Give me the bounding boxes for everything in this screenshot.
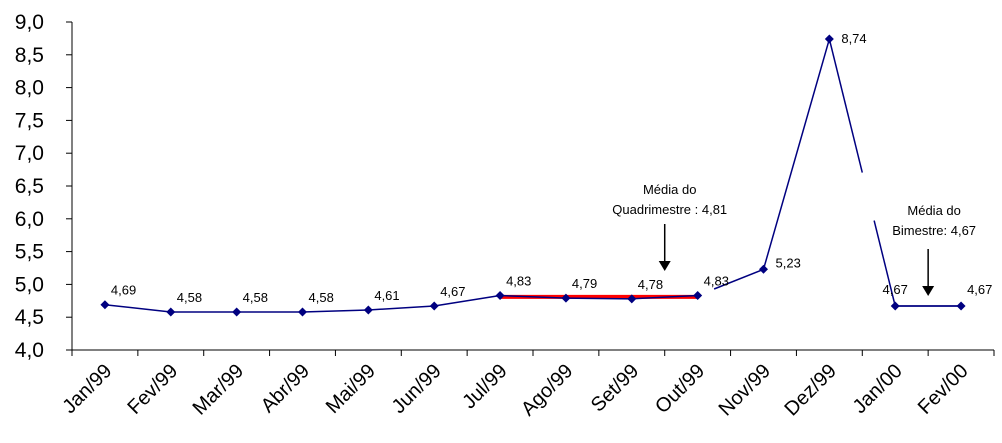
- y-tick-label: 5,0: [15, 273, 44, 296]
- series-line-segment: [828, 38, 864, 173]
- data-label: 4,78: [638, 277, 663, 292]
- data-point-marker: [561, 293, 571, 303]
- bimestre-annotation-text: Média do: [907, 203, 960, 218]
- y-tick-label: 4,0: [15, 339, 44, 362]
- series-line-segment: [368, 305, 435, 311]
- data-point-marker: [232, 307, 242, 317]
- x-tick-label: Jan/00: [849, 360, 907, 418]
- data-label: 4,61: [374, 288, 399, 303]
- data-label: 4,58: [243, 290, 268, 305]
- data-point-marker: [759, 264, 768, 274]
- y-tick-label: 4,5: [15, 306, 44, 329]
- data-label: 4,58: [177, 290, 202, 305]
- data-label: 4,69: [111, 283, 136, 298]
- y-tick-label: 7,0: [15, 142, 44, 165]
- data-label: 4,83: [704, 274, 729, 289]
- data-label: 4,67: [883, 282, 908, 297]
- data-label: 4,58: [309, 290, 334, 305]
- quadrimestre-annotation-text: Média do: [643, 182, 696, 197]
- x-tick-label: Out/99: [651, 360, 709, 418]
- quadrimestre-annotation-text: Quadrimestre : 4,81: [612, 202, 727, 217]
- data-point-marker: [298, 307, 307, 317]
- x-tick-label: Fev/99: [124, 360, 183, 419]
- data-point-marker: [100, 300, 110, 310]
- x-tick-label: Jan/99: [58, 360, 116, 418]
- x-tick-label: Dez/99: [781, 360, 841, 420]
- series-line-segment: [565, 297, 632, 300]
- bimestre-annotation-text: Bimestre: 4,67: [892, 223, 976, 238]
- y-tick-label: 6,5: [15, 175, 44, 198]
- annotation-arrow-head: [658, 261, 671, 271]
- y-tick-label: 5,5: [15, 241, 44, 264]
- data-point-marker: [495, 291, 505, 301]
- y-tick-label: 8,0: [15, 77, 44, 100]
- data-label: 4,67: [967, 282, 992, 297]
- y-tick-label: 6,0: [15, 208, 44, 231]
- x-tick-label: Jun/99: [388, 360, 446, 418]
- data-label: 8,74: [841, 31, 866, 46]
- y-tick-label: 7,5: [15, 109, 44, 132]
- data-point-marker: [363, 305, 373, 315]
- x-tick-label: Set/99: [587, 360, 643, 416]
- data-point-marker: [429, 301, 439, 311]
- series-line-segment: [873, 220, 896, 307]
- y-tick-label: 9,0: [15, 11, 44, 34]
- series-line-segment: [434, 294, 501, 307]
- data-point-marker: [627, 294, 637, 304]
- data-point-marker: [693, 291, 703, 301]
- data-label: 4,79: [572, 276, 597, 291]
- data-point-marker: [824, 34, 834, 44]
- data-point-marker: [166, 307, 176, 317]
- annotation-arrow-head: [922, 286, 935, 296]
- x-tick-label: Abr/99: [257, 360, 314, 417]
- x-tick-label: Ago/99: [517, 360, 577, 420]
- y-tick-label: 8,5: [15, 44, 44, 67]
- data-point-marker: [890, 301, 900, 311]
- series-line-segment: [104, 303, 171, 313]
- x-tick-label: Nov/99: [715, 360, 775, 420]
- series-line-segment: [631, 294, 698, 300]
- series-line-segment: [713, 268, 764, 290]
- series-line-segment: [500, 294, 566, 299]
- data-label: 5,23: [776, 255, 801, 270]
- data-label: 4,67: [440, 284, 465, 299]
- x-tick-label: Mar/99: [189, 360, 249, 420]
- x-tick-label: Jul/99: [458, 360, 511, 413]
- x-tick-label: Mai/99: [322, 360, 380, 418]
- x-tick-label: Fev/00: [914, 360, 973, 419]
- series-line-segment: [762, 38, 831, 270]
- data-point-marker: [956, 301, 966, 311]
- data-label: 4,83: [506, 274, 531, 289]
- series-line-segment: [302, 309, 369, 313]
